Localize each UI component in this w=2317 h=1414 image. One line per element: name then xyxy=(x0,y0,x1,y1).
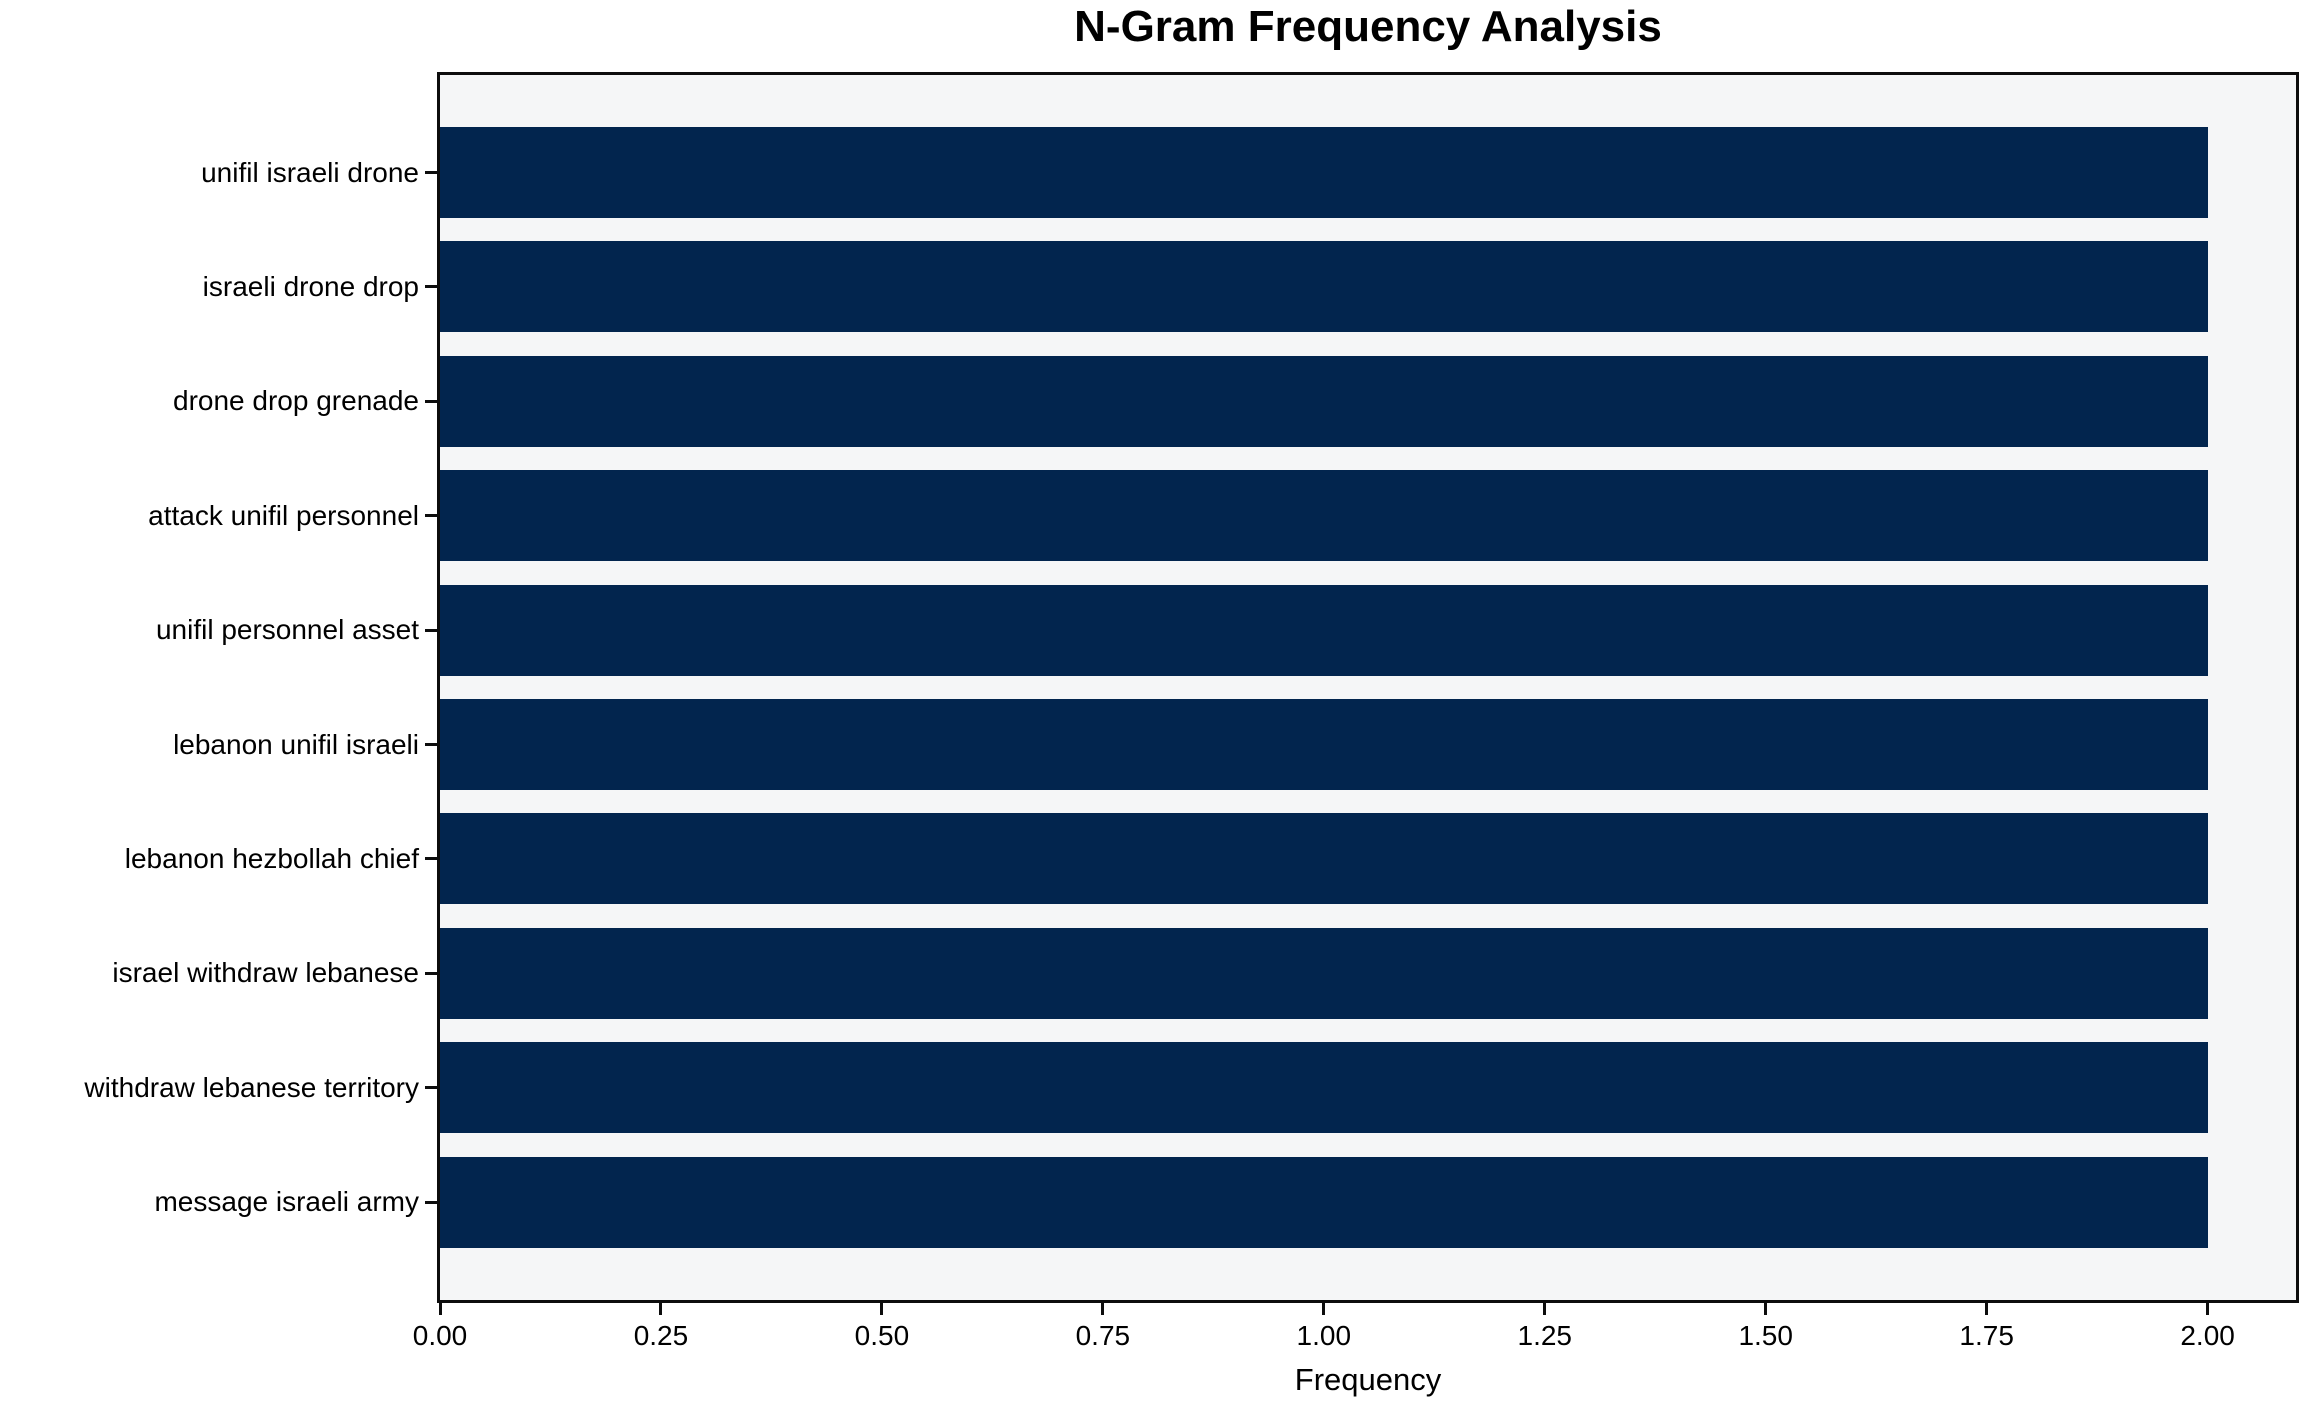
x-tick-mark xyxy=(1985,1303,1989,1315)
x-tick-mark xyxy=(1543,1303,1547,1315)
x-tick-label: 0.00 xyxy=(412,1320,468,1351)
x-tick-mark xyxy=(659,1303,663,1315)
bar xyxy=(440,1042,2208,1134)
x-axis-title: Frequency xyxy=(1294,1362,1442,1397)
x-tick-label: 2.00 xyxy=(2180,1320,2235,1351)
y-tick-mark xyxy=(425,514,437,518)
bar xyxy=(440,699,2208,790)
x-tick-mark xyxy=(1764,1303,1768,1315)
y-tick-mark xyxy=(425,628,437,632)
chart-title: N-Gram Frequency Analysis xyxy=(1074,2,1662,51)
x-tick-label: 0.75 xyxy=(1075,1320,1131,1351)
bar xyxy=(440,127,2208,218)
y-tick-label: israel withdraw lebanese xyxy=(112,957,419,989)
y-tick-mark xyxy=(425,1086,437,1090)
y-tick-mark xyxy=(425,743,437,746)
bar xyxy=(440,813,2208,905)
x-tick-mark xyxy=(438,1303,442,1315)
x-tick-label: 0.50 xyxy=(854,1320,910,1351)
bar xyxy=(440,355,2208,447)
y-tick-label: unifil israeli drone xyxy=(201,156,419,188)
y-tick-label: message israeli army xyxy=(154,1186,419,1218)
y-tick-label: unifil personnel asset xyxy=(155,614,419,646)
y-tick-label: lebanon hezbollah chief xyxy=(124,842,419,874)
bar xyxy=(440,241,2208,333)
y-axis: unifil israeli drone israeli drone drop dr… xyxy=(0,0,437,1414)
x-tick-label: 0.25 xyxy=(633,1320,689,1351)
y-tick-label: withdraw lebanese territory xyxy=(84,1071,419,1103)
x-tick-label: 1.50 xyxy=(1738,1320,1793,1351)
y-tick-label: israeli drone drop xyxy=(202,270,419,302)
x-tick-label: 1.25 xyxy=(1517,1320,1573,1351)
bars-layer xyxy=(440,75,2296,1300)
bar xyxy=(440,1156,2208,1248)
y-tick-label: drone drop grenade xyxy=(173,385,419,417)
x-tick-mark xyxy=(1322,1303,1326,1315)
y-tick-mark xyxy=(425,399,437,403)
y-tick-mark xyxy=(425,171,437,174)
x-tick-label: 1.75 xyxy=(1959,1320,2014,1351)
y-tick-mark xyxy=(425,285,437,289)
y-tick-mark xyxy=(425,1200,437,1204)
x-tick-label: 1.00 xyxy=(1296,1320,1352,1351)
bar xyxy=(440,584,2208,676)
y-tick-mark xyxy=(425,971,437,975)
y-tick-label: lebanon unifil israeli xyxy=(173,728,419,760)
bar xyxy=(440,927,2208,1019)
y-tick-mark xyxy=(425,857,437,861)
bar xyxy=(440,470,2208,562)
x-tick-mark xyxy=(2206,1303,2210,1315)
x-tick-mark xyxy=(880,1303,884,1315)
x-tick-mark xyxy=(1101,1303,1105,1315)
y-tick-label: attack unifil personnel xyxy=(148,499,419,531)
